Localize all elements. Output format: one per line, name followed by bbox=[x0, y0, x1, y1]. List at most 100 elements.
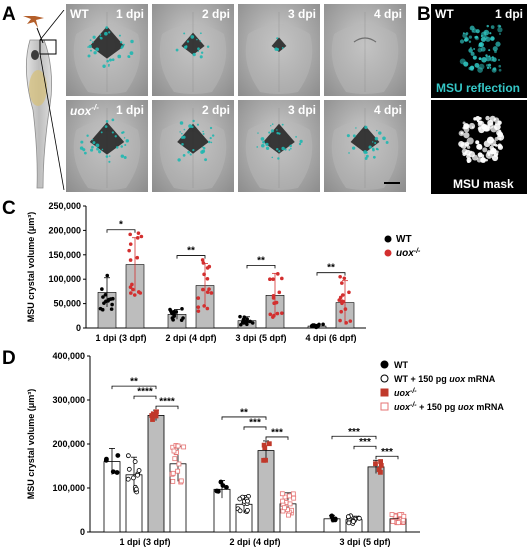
legend-label: uox-/- bbox=[396, 248, 421, 260]
microscopy-tile: WT 1 dpi bbox=[66, 4, 148, 96]
data-point bbox=[132, 459, 138, 464]
bar bbox=[147, 415, 165, 533]
data-point bbox=[268, 312, 273, 317]
y-tick-label: 250,000 bbox=[48, 201, 81, 211]
genotype-label: WT bbox=[435, 7, 454, 21]
legend-marker bbox=[384, 235, 392, 243]
significance-bracket bbox=[106, 229, 136, 233]
legend-marker bbox=[384, 249, 392, 257]
data-point bbox=[136, 468, 142, 473]
significance-bracket bbox=[316, 272, 346, 276]
data-point bbox=[280, 276, 284, 281]
timepoint-label: 4 dpi bbox=[373, 103, 402, 117]
data-point bbox=[338, 274, 342, 279]
data-point bbox=[126, 466, 132, 472]
legend-marker bbox=[380, 360, 389, 369]
data-point bbox=[133, 486, 139, 492]
data-point bbox=[280, 311, 284, 315]
data-point bbox=[115, 453, 121, 458]
timepoint-label: 1 dpi bbox=[115, 7, 144, 21]
significance-bracket bbox=[246, 264, 276, 269]
data-point bbox=[175, 468, 181, 474]
significance-bracket bbox=[353, 445, 377, 450]
data-point bbox=[172, 309, 177, 314]
significance-label: ** bbox=[187, 246, 195, 257]
scale-bar bbox=[384, 182, 400, 184]
significance-label: *** bbox=[348, 427, 360, 438]
data-point bbox=[196, 296, 201, 300]
data-point bbox=[109, 307, 114, 311]
data-point bbox=[128, 232, 132, 237]
data-point bbox=[287, 501, 293, 507]
data-point bbox=[268, 277, 272, 282]
legend-label: WT bbox=[396, 234, 412, 245]
data-point bbox=[390, 519, 396, 524]
microscopy-tile: 3 dpi bbox=[238, 4, 320, 96]
data-point bbox=[395, 520, 401, 526]
data-point bbox=[245, 508, 250, 513]
data-point bbox=[207, 264, 212, 269]
y-tick-label: 200,000 bbox=[48, 225, 81, 235]
data-point bbox=[276, 272, 280, 276]
significance-label: *** bbox=[271, 427, 283, 438]
data-point bbox=[401, 513, 407, 519]
timepoint-label: 2 dpi bbox=[201, 7, 230, 21]
data-point bbox=[139, 234, 144, 239]
data-point bbox=[176, 461, 182, 467]
data-point bbox=[347, 290, 351, 295]
data-point bbox=[272, 313, 276, 318]
timepoint-label: 3 dpi bbox=[287, 7, 316, 21]
significance-bracket bbox=[331, 435, 377, 440]
data-point bbox=[202, 304, 206, 308]
data-point bbox=[205, 290, 210, 295]
x-tick-label: 2 dpi (4 dpf) bbox=[230, 537, 281, 547]
data-point bbox=[175, 443, 181, 449]
significance-label: *** bbox=[249, 417, 261, 428]
data-point bbox=[277, 290, 282, 295]
data-point bbox=[338, 295, 343, 300]
data-point bbox=[130, 282, 134, 287]
y-tick-label: 0 bbox=[80, 527, 85, 537]
significance-label: **** bbox=[137, 387, 153, 398]
data-point bbox=[378, 459, 384, 464]
data-point bbox=[346, 520, 352, 526]
data-point bbox=[238, 314, 242, 319]
microscopy-tile: 4 dpi bbox=[324, 100, 406, 192]
microscopy-tile: 4 dpi bbox=[324, 4, 406, 96]
data-point bbox=[111, 296, 115, 301]
data-point bbox=[107, 297, 111, 302]
data-point bbox=[237, 496, 243, 502]
significance-label: ** bbox=[257, 255, 265, 266]
y-tick-label: 400,000 bbox=[52, 351, 85, 361]
data-point bbox=[273, 301, 278, 305]
data-point bbox=[279, 491, 285, 497]
microscopy-tile: 2 dpi bbox=[152, 100, 234, 192]
legend-label: uox-/- + 150 pg uox mRNA bbox=[394, 402, 504, 413]
data-point bbox=[389, 512, 395, 517]
data-point bbox=[110, 302, 114, 307]
legend-label: WT + 150 pg uox mRNA bbox=[394, 374, 496, 384]
data-point bbox=[332, 517, 338, 523]
timepoint-label: 2 dpi bbox=[201, 103, 230, 117]
data-point bbox=[340, 293, 345, 297]
data-point bbox=[220, 483, 226, 488]
data-point bbox=[237, 508, 243, 514]
data-point bbox=[207, 287, 211, 291]
x-tick-label: 1 dpi (3 dpf) bbox=[96, 333, 147, 343]
y-axis-label: MSU crystal volume (μm³) bbox=[26, 212, 36, 323]
data-point bbox=[245, 322, 249, 327]
significance-label: ** bbox=[130, 377, 138, 388]
data-point bbox=[170, 478, 176, 484]
data-point bbox=[104, 456, 109, 462]
zoom-callout-lines bbox=[40, 10, 65, 190]
data-point bbox=[205, 276, 210, 281]
msu-reflection-label: MSU reflection bbox=[436, 81, 521, 95]
significance-label: ** bbox=[240, 407, 248, 418]
data-point bbox=[129, 291, 133, 295]
data-point bbox=[200, 258, 205, 262]
significance-label: * bbox=[119, 220, 123, 231]
legend-marker bbox=[380, 402, 389, 411]
data-point bbox=[171, 448, 177, 454]
timepoint-label: 1 dpi bbox=[494, 7, 523, 21]
data-point bbox=[218, 479, 224, 485]
